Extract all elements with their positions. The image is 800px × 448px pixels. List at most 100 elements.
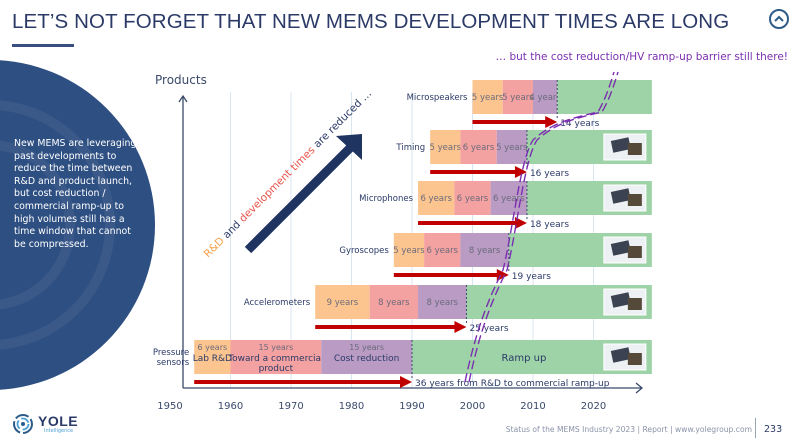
x-axis-arrowhead [635,382,644,394]
chip-shape [610,137,631,153]
chip-shape [627,298,642,310]
product-name-label: Gyroscopes [339,246,389,256]
chip-shape [610,347,631,363]
phase-bar [194,340,231,374]
phase-duration-label: 15 years [259,343,294,352]
phase-bar [472,80,503,114]
annotation-part: are reduced … [309,88,374,153]
diagonal-arrow-shaft [244,139,359,254]
phase-duration-label: 5 years [496,143,528,153]
duration-arrowhead [514,166,527,178]
total-duration-label: 18 years [530,220,569,230]
product-row-pressure-sensors: 6 years Lab R&D 15 years Toward a commercia… [153,340,652,389]
phase-duration-label: 6 years [493,194,525,204]
x-tick-label: 1970 [278,401,303,412]
barrier-note: … but the cost reduction/HV ramp-up barr… [495,51,788,63]
yole-logo: YOLE Intelligence [12,413,78,435]
duration-arrowhead [545,116,558,128]
y-axis-arrowhead [178,94,188,103]
phase-duration-label: 4 years [529,93,561,103]
product-name-label: Timing [395,143,425,153]
diagonal-annotation: R&D and development times are reduced … [202,88,375,261]
phase-bar [460,233,509,267]
product-name-label: sensors [157,358,190,368]
product-name-label: Microphones [359,194,413,204]
phase-name-label: Lab R&D [193,354,232,364]
duration-arrowhead [400,376,412,388]
total-duration-label: 25 years [469,324,508,334]
total-duration-label: 36 years from R&D to commercial ramp-up [415,379,610,389]
chip-shape [610,292,631,308]
phase-duration-label: 8 years [469,246,501,256]
phase-duration-label: 6 years [198,343,228,352]
barrier-line [468,71,619,383]
annotation-part: development times [237,144,317,224]
diagonal-arrow-head [336,134,362,160]
phase-duration-label: 6 years [426,246,458,256]
phase-duration-label: 5 years [430,143,462,153]
phase-duration-label: 8 years [426,298,458,308]
phase-bar [424,233,461,267]
phase-bar [533,80,558,114]
phase-bar [418,181,455,215]
logo-subtitle: Intelligence [44,428,74,434]
chip-shape [627,143,642,155]
phase-bar [315,285,370,319]
phase-bar [490,181,527,215]
product-name-label: Pressure [153,348,189,358]
x-tick-label: 1950 [157,401,182,412]
y-axis-label: Products [155,73,207,87]
phase-name-label: Cost reduction [334,354,400,364]
product-row-gyroscopes: 5 years 6 years 8 years 19 years Gyroscopes [339,233,652,282]
title-underline [12,44,74,47]
phase-bar [430,130,461,164]
phase-bar [454,181,491,215]
side-panel-text: New MEMS are leveraging past development… [14,138,137,250]
phase-bar [369,285,419,319]
chip-shape [610,240,631,256]
scroll-top-button[interactable] [769,9,789,29]
product-row-microphones: 6 years 6 years 6 years 18 years Microphones [359,181,652,230]
page-title: LET’S NOT FORGET THAT NEW MEMS DEVELOPME… [12,10,730,33]
total-duration-label: 14 years [560,119,599,129]
x-tick-label: 2020 [581,401,606,412]
phase-duration-label: 5 years [502,93,534,103]
chip-shape [627,246,642,258]
phase-duration-label: 5 years [393,246,425,256]
logo-name: YOLE [38,413,79,429]
duration-arrowhead [514,217,527,229]
phase-bar [418,285,467,319]
phase-duration-label: 15 years [349,343,384,352]
phase-bar [321,340,412,374]
ramp-up-label: Ramp up [502,353,547,364]
phase-duration-label: 8 years [378,298,410,308]
total-duration-label: 16 years [530,169,569,179]
product-row-accelerometers: 9 years 8 years 8 years 25 years Acceleromet… [244,285,652,334]
phase-duration-label: 6 years [420,194,452,204]
product-row-timing: 5 years 6 years 5 years 16 years Timing [395,130,652,179]
product-name-label: Microspeakers [407,93,468,103]
footer-divider [755,418,756,438]
yole-logo-icon [13,414,33,434]
ramp-up-bar [557,80,652,114]
duration-arrowhead [454,321,467,333]
product-name-label: Accelerometers [244,298,311,308]
x-tick-label: 1990 [399,401,424,412]
total-duration-label: 19 years [512,272,551,282]
footer-text: Status of the MEMS Industry 2023 | Repor… [505,425,752,434]
phase-duration-label: 9 years [327,298,359,308]
phase-duration-label: 5 years [472,93,504,103]
phase-bar [496,130,527,164]
x-tick-label: 1980 [339,401,364,412]
barrier-line [464,71,615,383]
phase-duration-label: 6 years [457,194,489,204]
chevron-up-icon [774,15,784,22]
x-tick-label: 2000 [460,401,485,412]
chip-shape [627,353,642,365]
page-number: 233 [764,424,783,435]
chip-shape [610,188,631,204]
phase-bar [393,233,425,267]
phase-name-label: product [259,364,294,374]
